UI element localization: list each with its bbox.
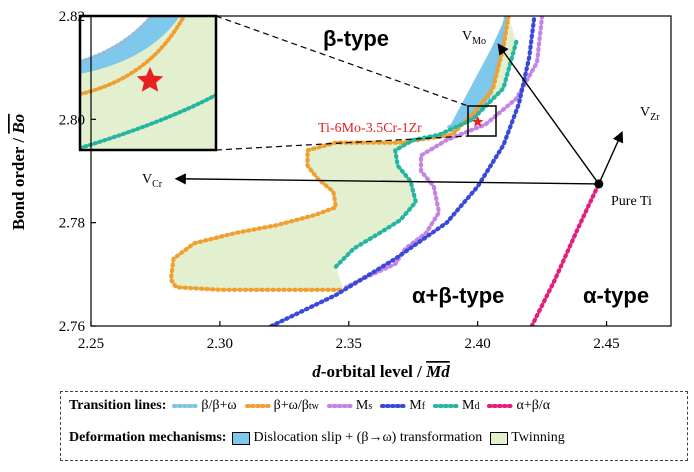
- y-tick-label: 2.76: [59, 319, 86, 335]
- svg-text:VZr: VZr: [640, 105, 660, 123]
- y-tick-label: 2.80: [59, 112, 85, 128]
- x-tick-label: 2.45: [593, 336, 619, 352]
- vector-arrow-mo: [497, 43, 600, 185]
- region-alpha-label: α-type: [583, 283, 649, 308]
- dislocation-swatch: [232, 431, 251, 445]
- legend-item-ab-alpha: α+β/α: [487, 398, 551, 413]
- series-line-md: [333, 39, 519, 269]
- x-tick-label: 2.40: [465, 336, 491, 352]
- svg-text:VMo: VMo: [462, 29, 486, 47]
- legend-deformation-row: Deformation mechanisms: Dislocation slip…: [69, 430, 573, 446]
- vector-mo-label: VMo: [462, 29, 486, 47]
- region-alpha-beta-label: α+β-type: [412, 283, 504, 308]
- legend-deformation-title: Deformation mechanisms:: [69, 430, 227, 445]
- y-tick-label: 2.78: [59, 216, 85, 232]
- vector-zr-label: VZr: [640, 105, 660, 123]
- chart: 2.25 2.30 2.35 2.40 2.45 2.76 2.78 2.80 2.82 β-t…: [9, 9, 672, 381]
- twinning-swatch: [490, 431, 509, 445]
- series-line-mf: [269, 16, 537, 326]
- vector-arrow-cr: [174, 173, 599, 185]
- series-line-ab_a: [529, 181, 601, 326]
- x-tick-label: 2.30: [207, 336, 233, 352]
- inset-beta-line: [80, 16, 154, 64]
- inset-star-icon: [136, 67, 164, 92]
- legend-item-dislocation: Dislocation slip + (β→ω) transformation: [232, 430, 482, 446]
- inset-zoom: [78, 14, 218, 152]
- series-line-ms: [344, 16, 545, 290]
- pure-ti-label: Pure Ti: [611, 194, 652, 209]
- svg-text:VCr: VCr: [142, 172, 163, 190]
- twinning-region: [170, 16, 517, 290]
- legend-item-beta-betaomega: β/β+ω: [172, 398, 237, 413]
- x-tick-label: 2.25: [78, 336, 104, 352]
- legend-item-twinning: Twinning: [490, 430, 565, 446]
- pure-ti-point: [594, 179, 604, 189]
- alloy-star-icon: [472, 115, 484, 127]
- region-beta-label: β-type: [323, 26, 389, 51]
- alloy-label: Ti-6Mo-3.5Cr-1Zr: [318, 121, 422, 136]
- inset-btw-line: [80, 16, 186, 96]
- x-tick-label: 2.35: [336, 336, 362, 352]
- plot-frame: [90, 15, 672, 327]
- legend-item-betaomega-btw: β+ω/β tw: [244, 398, 319, 413]
- y-axis-title: Bond order / Bo: [9, 114, 28, 230]
- y-tick-label: 2.82: [59, 9, 85, 25]
- legend-transition-title: Transition lines:: [69, 398, 167, 413]
- inset-md-line: [80, 93, 216, 150]
- x-axis-title: d-orbital level / Md: [312, 362, 450, 381]
- vector-cr-label: VCr: [142, 172, 163, 190]
- zoom-box: [467, 105, 497, 137]
- vector-arrow-zr: [598, 130, 624, 185]
